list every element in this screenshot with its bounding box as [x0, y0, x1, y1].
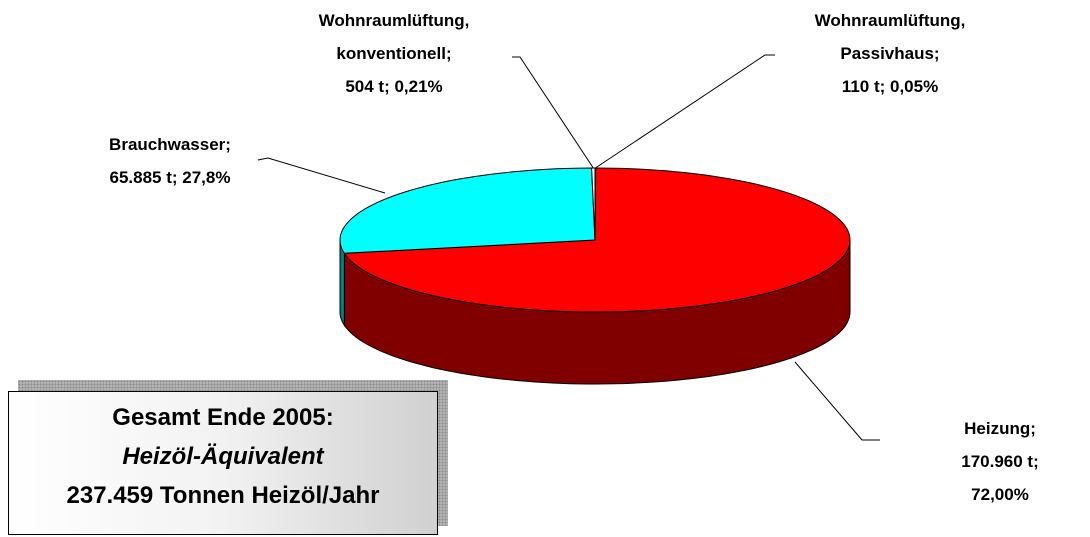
leader-line — [595, 54, 775, 169]
annotation-line: Gesamt Ende 2005: — [112, 404, 334, 431]
leader-line — [257, 157, 386, 194]
slice-label: Brauchwasser; 65.885 t; 27,8% — [109, 128, 231, 194]
slice-label: Wohnraumlüftung, Passivhaus; 110 t; 0,05% — [815, 4, 966, 103]
value-label: 65.885 t; 27,8% — [109, 168, 231, 187]
leader-line — [794, 361, 880, 441]
slice-label: Heizung; 170.960 t; 72,00% — [955, 412, 1045, 511]
category-label: Heizung; — [964, 419, 1036, 438]
annotation-line: Heizöl-Äquivalent — [122, 443, 324, 470]
category-label: Wohnraumlüftung, konventionell; — [318, 11, 470, 63]
leader-line — [512, 56, 594, 169]
category-label: Wohnraumlüftung, Passivhaus; — [814, 11, 966, 63]
category-label: Brauchwasser; — [109, 135, 231, 154]
value-label: 504 t; 0,21% — [345, 77, 443, 96]
slice-label: Wohnraumlüftung, konventionell; 504 t; 0,… — [319, 4, 470, 103]
annotation-box: Gesamt Ende 2005: Heizöl-Äquivalent 237.… — [8, 391, 438, 535]
value-label: 170.960 t; 72,00% — [961, 452, 1039, 504]
pie-slice — [339, 167, 596, 254]
annotation-line: 237.459 Tonnen Heizöl/Jahr — [66, 482, 380, 509]
value-label: 110 t; 0,05% — [841, 77, 939, 96]
pie-slice — [343, 167, 851, 313]
